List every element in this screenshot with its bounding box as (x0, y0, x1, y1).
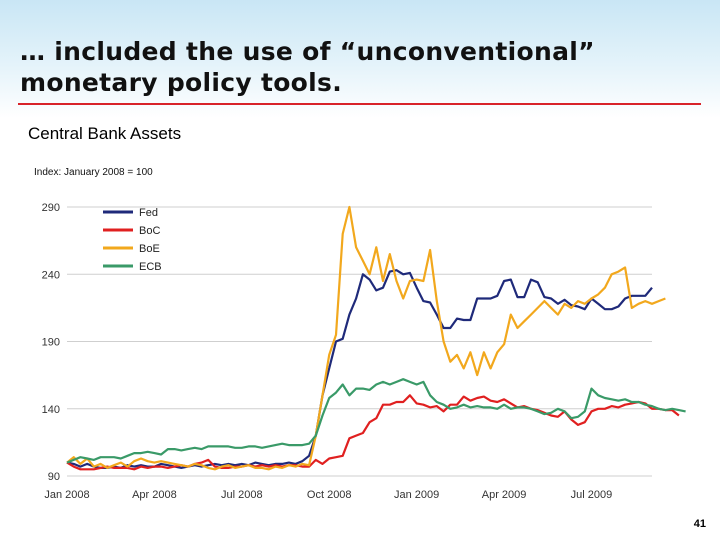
x-tick-label: Jul 2008 (221, 489, 263, 501)
y-tick-label: 140 (42, 404, 60, 416)
slide-title: … included the use of “unconventional” m… (20, 37, 595, 97)
series-line-boc (66, 394, 680, 471)
y-tick-label: 90 (48, 471, 60, 483)
legend-label-fed: Fed (139, 207, 158, 219)
series-line-fed (66, 269, 653, 469)
title-background-band (0, 0, 720, 118)
title-divider (18, 103, 701, 105)
legend-label-boc: BoC (139, 225, 160, 237)
series-line-boe (66, 205, 666, 471)
y-tick-label: 290 (42, 202, 60, 214)
x-tick-label: Jan 2009 (394, 489, 439, 501)
y-tick-label: 190 (42, 337, 60, 349)
x-tick-label: Jul 2009 (571, 489, 613, 501)
legend-label-ecb: ECB (139, 261, 162, 273)
y-tick-label: 240 (42, 269, 60, 281)
x-tick-label: Apr 2009 (482, 489, 527, 501)
page-number: 41 (693, 518, 706, 530)
legend-label-boe: BoE (139, 243, 160, 255)
chart-title: Central Bank Assets (28, 124, 182, 143)
x-tick-label: Jan 2008 (44, 489, 89, 501)
x-tick-label: Oct 2008 (307, 489, 352, 501)
chart-subtitle: Index: January 2008 = 100 (34, 167, 153, 178)
x-tick-label: Apr 2008 (132, 489, 177, 501)
series-line-ecb (66, 378, 686, 464)
